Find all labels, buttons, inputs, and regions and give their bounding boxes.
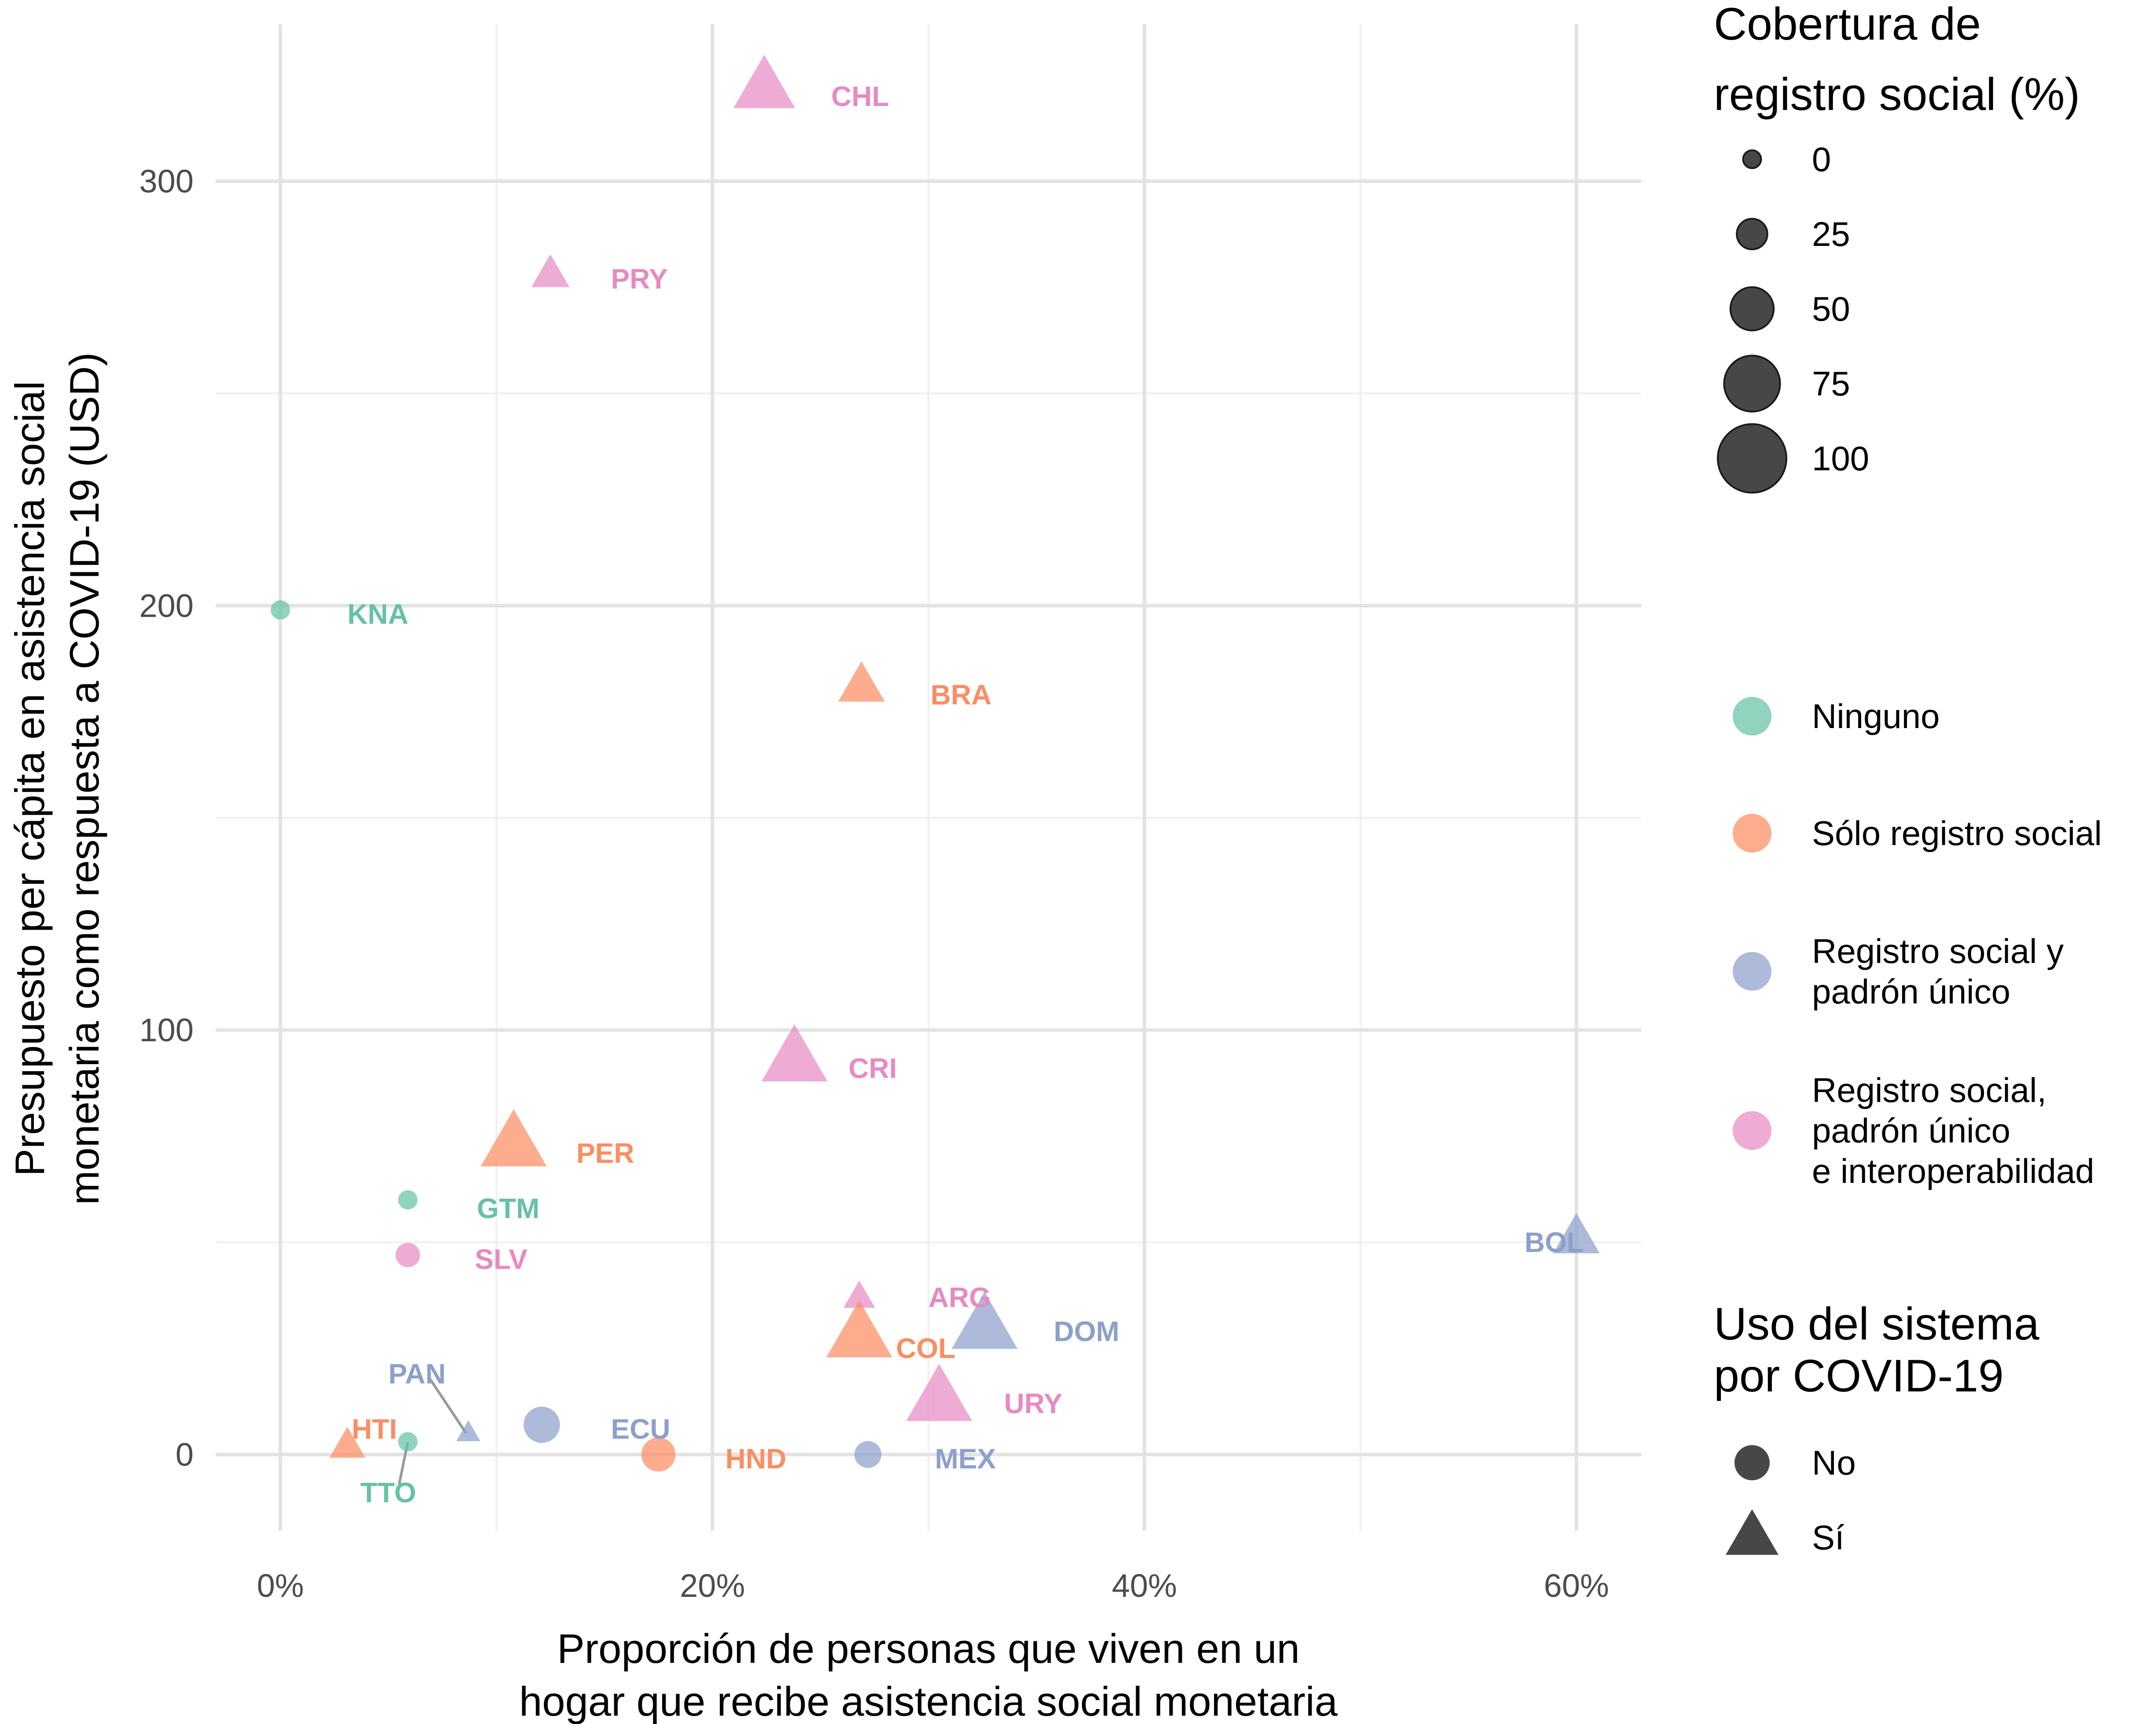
y-tick-label: 200 — [139, 587, 194, 624]
x-tick-label: 40% — [1112, 1567, 1177, 1604]
point-label-ury: URY — [1004, 1388, 1063, 1420]
x-tick-label: 60% — [1544, 1567, 1609, 1604]
legend-shape-label: No — [1812, 1443, 1856, 1482]
legend-color-label: padrón único — [1812, 972, 2010, 1011]
grid-lines — [216, 24, 1641, 1531]
legend-shape-key — [1734, 1445, 1770, 1480]
point-label-col: COL — [896, 1332, 955, 1364]
data-point-slv — [396, 1243, 420, 1267]
legend-size-title: Cobertura de — [1714, 0, 1981, 50]
legend-size-key — [1736, 218, 1768, 250]
point-label-mex: MEX — [935, 1443, 996, 1475]
legend-color-key — [1733, 1111, 1771, 1150]
point-label-cri: CRI — [848, 1052, 897, 1084]
axes: 0% 20% 40% 60% 0 100 200 300 Proporción de perso… — [7, 163, 1609, 1724]
legend-color-key — [1733, 814, 1771, 853]
legend-size-key — [1742, 149, 1762, 169]
legend-shape-key — [1726, 1509, 1778, 1555]
y-axis-title: Presupuesto per cápita en asistencia soc… — [7, 352, 107, 1205]
data-point-per — [480, 1109, 547, 1167]
legend-size-label: 0 — [1812, 140, 1831, 179]
point-label-ecu: ECU — [611, 1413, 670, 1445]
point-label-kna: KNA — [347, 598, 408, 630]
data-points — [271, 55, 1600, 1472]
data-point-pry — [531, 254, 570, 287]
point-label-per: PER — [576, 1137, 634, 1169]
legend-color-key — [1733, 697, 1771, 736]
point-label-pan: PAN — [389, 1358, 446, 1390]
legend-shape-label: Sí — [1812, 1518, 1844, 1557]
point-labels: CHL PRY KNA BRA CRI PER GTM SLV BOL ARG DOM COL PAN U… — [347, 81, 1584, 1508]
data-point-ecu — [524, 1406, 560, 1443]
data-point-bol — [1553, 1213, 1600, 1254]
data-point-mex — [854, 1441, 882, 1468]
point-label-dom: DOM — [1054, 1316, 1119, 1347]
point-label-tto: TTO — [360, 1477, 416, 1508]
x-axis-title: hogar que recibe asistencia social monet… — [519, 1678, 1338, 1724]
data-point-tto — [398, 1432, 418, 1452]
legend-size-title: registro social (%) — [1714, 69, 2080, 120]
legend-shape-title: por COVID-19 — [1714, 1351, 2004, 1402]
legend-size-key — [1717, 423, 1787, 494]
x-axis-title: Proporción de personas que viven en un — [557, 1625, 1300, 1672]
data-point-kna — [271, 600, 290, 620]
label-connector-line — [428, 1377, 467, 1434]
data-point-chl — [733, 55, 795, 108]
y-tick-label: 300 — [139, 163, 194, 199]
data-point-bra — [838, 661, 885, 702]
point-label-arg: ARG — [928, 1281, 991, 1313]
x-tick-label: 20% — [680, 1567, 745, 1604]
y-tick-label: 0 — [176, 1436, 194, 1473]
point-label-bol: BOL — [1525, 1226, 1584, 1258]
legend-color-label: e interoperabilidad — [1812, 1152, 2094, 1190]
data-point-pan — [456, 1420, 480, 1442]
legend-size-label: 25 — [1812, 215, 1850, 253]
point-label-hti: HTI — [352, 1413, 397, 1445]
legend-color-label: padrón único — [1812, 1111, 2010, 1150]
legend-size-label: 100 — [1812, 439, 1869, 478]
legend-size-key — [1729, 286, 1775, 332]
y-tick-label: 100 — [139, 1012, 194, 1048]
legend-color-label: Ninguno — [1812, 697, 1940, 736]
data-point-gtm — [398, 1190, 418, 1210]
data-point-cri — [761, 1024, 828, 1082]
point-label-bra: BRA — [931, 679, 992, 710]
point-label-chl: CHL — [831, 81, 889, 112]
data-point-ury — [906, 1364, 972, 1421]
data-point-dom — [951, 1292, 1018, 1349]
legend-size-label: 75 — [1812, 364, 1850, 403]
point-label-pry: PRY — [611, 263, 667, 295]
legend-shape-title: Uso del sistema — [1714, 1299, 2039, 1350]
point-label-gtm: GTM — [477, 1193, 539, 1224]
y-axis-title-line: Presupuesto per cápita en asistencia soc… — [7, 381, 53, 1176]
data-point-col — [826, 1300, 892, 1358]
legend: Cobertura de registro social (%) 0 25 50 75 10… — [1714, 0, 2102, 1557]
legend-color-key — [1733, 952, 1771, 991]
point-label-hnd: HND — [726, 1443, 787, 1475]
legend-color-label: Registro social y — [1812, 932, 2064, 970]
data-point-hti — [329, 1427, 366, 1458]
point-label-slv: SLV — [475, 1244, 528, 1275]
legend-color-label: Registro social, — [1812, 1071, 2046, 1109]
legend-size-key — [1723, 355, 1781, 413]
x-tick-label: 0% — [257, 1567, 304, 1604]
legend-size-label: 50 — [1812, 289, 1850, 328]
y-axis-title-line: monetaria como respuesta a COVID-19 (USD… — [61, 352, 107, 1205]
legend-color-label: Sólo registro social — [1812, 814, 2102, 853]
data-point-arg — [843, 1280, 875, 1308]
data-point-hnd — [641, 1437, 676, 1472]
